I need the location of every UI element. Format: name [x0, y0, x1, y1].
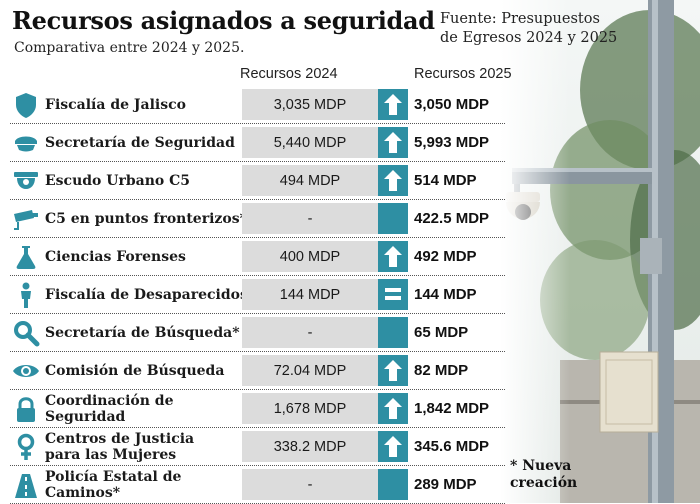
row-divider	[10, 465, 505, 466]
table-row: Secretaría de Búsqueda* - 65 MDP	[10, 314, 505, 352]
row-label: Comisión de Búsqueda	[45, 362, 225, 379]
row-divider	[10, 389, 505, 390]
trend-up-icon	[378, 355, 408, 386]
value-2025: 422.5 MDP	[414, 210, 490, 227]
street-camera-photo	[500, 0, 700, 503]
trend-up-icon	[378, 127, 408, 158]
trend-up-icon	[378, 89, 408, 120]
table-row: Comisión de Búsqueda 72.04 MDP 82 MDP	[10, 352, 505, 390]
chart-subtitle: Comparativa entre 2024 y 2025.	[14, 40, 245, 56]
value-2024: 494 MDP	[279, 172, 341, 189]
value-2024: -	[307, 476, 313, 493]
value-2024: 400 MDP	[279, 248, 341, 265]
trend-new-icon	[378, 203, 408, 234]
value-2025: 5,993 MDP	[414, 134, 490, 151]
row-label: Fiscalía de Jalisco	[45, 96, 186, 113]
row-label: Centros de Justicia para las Mujeres	[45, 430, 195, 463]
trend-up-icon	[378, 393, 408, 424]
value-2024: -	[307, 324, 313, 341]
value-2024-box	[242, 317, 378, 348]
road-icon	[12, 471, 40, 499]
row-label: Escudo Urbano C5	[45, 172, 190, 189]
row-label: Secretaría de Búsqueda*	[45, 324, 240, 341]
table-row: Coordinación de Seguridad 1,678 MDP 1,842 …	[10, 390, 505, 428]
value-2025: 345.6 MDP	[414, 438, 490, 455]
row-divider	[10, 427, 505, 428]
value-2024: -	[307, 210, 313, 227]
value-2024-box	[242, 393, 378, 424]
value-2024-box	[242, 279, 378, 310]
value-2025: 492 MDP	[414, 248, 477, 265]
value-2024-box	[242, 469, 378, 500]
value-2024-box	[242, 431, 378, 462]
value-2025: 514 MDP	[414, 172, 477, 189]
table-row: Fiscalía de Jalisco 3,035 MDP 3,050 MDP	[10, 86, 505, 124]
value-2024-box	[242, 241, 378, 272]
value-2024: 72.04 MDP	[273, 362, 347, 379]
row-divider	[10, 237, 505, 238]
police-cap-icon	[12, 129, 40, 157]
value-2024: 3,035 MDP	[273, 96, 347, 113]
table-row: Ciencias Forenses 400 MDP 492 MDP	[10, 238, 505, 276]
value-2025: 1,842 MDP	[414, 400, 490, 417]
security-camera-icon	[12, 205, 40, 233]
row-label: Ciencias Forenses	[45, 248, 186, 265]
value-2025: 289 MDP	[414, 476, 477, 493]
value-2024: 338.2 MDP	[273, 438, 347, 455]
value-2025: 65 MDP	[414, 324, 469, 341]
row-divider	[10, 351, 505, 352]
table-row: Policía Estatal de Caminos* - 289 MDP	[10, 466, 505, 504]
value-2025: 144 MDP	[414, 286, 477, 303]
trend-up-icon	[378, 431, 408, 462]
row-divider	[10, 199, 505, 200]
row-label: Secretaría de Seguridad	[45, 134, 235, 151]
value-2024: 1,678 MDP	[273, 400, 347, 417]
chart-title: Recursos asignados a seguridad	[12, 6, 435, 35]
table-row: Fiscalía de Desaparecidos 144 MDP 144 MDP	[10, 276, 505, 314]
trend-equal-icon	[378, 279, 408, 310]
row-label: C5 en puntos fronterizos*	[45, 210, 247, 227]
footnote: * Nueva creación	[510, 458, 578, 491]
value-2024-box	[242, 203, 378, 234]
value-2024-box	[242, 127, 378, 158]
column-header-2024: Recursos 2024	[240, 66, 338, 82]
padlock-icon	[12, 395, 40, 423]
person-icon	[12, 281, 40, 309]
value-2024: 5,440 MDP	[273, 134, 347, 151]
photo-illustration	[500, 0, 700, 503]
row-divider	[10, 313, 505, 314]
eye-icon	[12, 357, 40, 385]
trend-new-icon	[378, 469, 408, 500]
source-note: Fuente: Presupuestos de Egresos 2024 y 2…	[440, 11, 618, 46]
table-row: C5 en puntos fronterizos* - 422.5 MDP	[10, 200, 505, 238]
trend-up-icon	[378, 165, 408, 196]
value-2025: 3,050 MDP	[414, 96, 490, 113]
trend-up-icon	[378, 241, 408, 272]
row-label: Coordinación de Seguridad	[45, 392, 174, 425]
row-label: Policía Estatal de Caminos*	[45, 468, 182, 501]
table-row: Centros de Justicia para las Mujeres 338.…	[10, 428, 505, 466]
value-2024-box	[242, 89, 378, 120]
flask-icon	[12, 243, 40, 271]
column-header-2025: Recursos 2025	[414, 66, 512, 82]
table-row: Secretaría de Seguridad 5,440 MDP 5,993 MD…	[10, 124, 505, 162]
value-2024-box	[242, 355, 378, 386]
shield-icon	[12, 91, 40, 119]
row-divider	[10, 161, 505, 162]
trend-new-icon	[378, 317, 408, 348]
row-label: Fiscalía de Desaparecidos	[45, 286, 248, 303]
row-divider	[10, 275, 505, 276]
table-row: Escudo Urbano C5 494 MDP 514 MDP	[10, 162, 505, 200]
value-2024: 144 MDP	[279, 286, 341, 303]
female-symbol-icon	[12, 433, 40, 461]
row-divider	[10, 123, 505, 124]
dome-camera-icon	[12, 167, 40, 195]
value-2025: 82 MDP	[414, 362, 469, 379]
magnifier-icon	[12, 319, 40, 347]
value-2024-box	[242, 165, 378, 196]
